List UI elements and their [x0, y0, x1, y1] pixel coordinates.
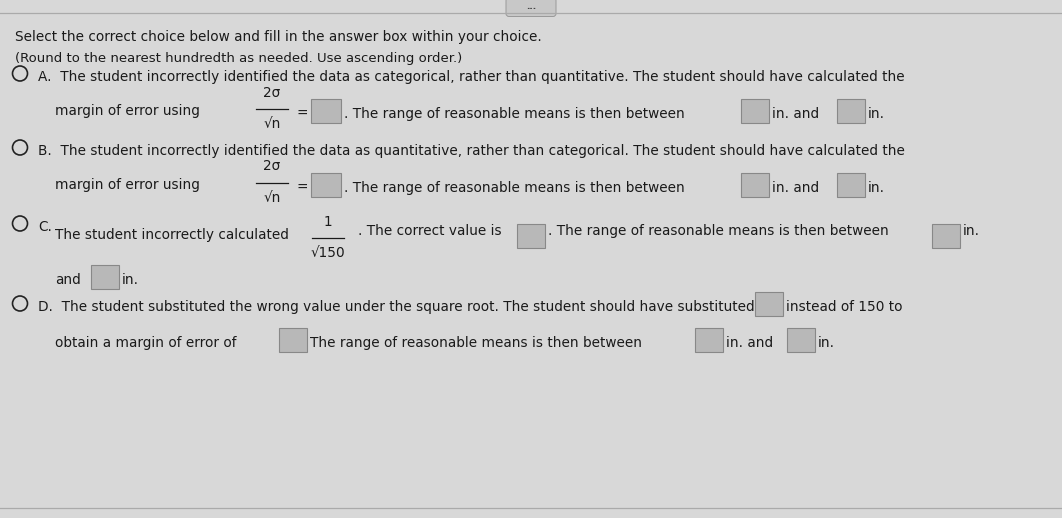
Text: . The range of reasonable means is then between: . The range of reasonable means is then … — [344, 181, 685, 195]
Text: √150: √150 — [311, 246, 345, 260]
Text: A.  The student incorrectly identified the data as categorical, rather than quan: A. The student incorrectly identified th… — [38, 70, 905, 84]
Text: The student incorrectly calculated: The student incorrectly calculated — [55, 228, 289, 242]
Text: in. and: in. and — [726, 336, 773, 350]
Text: 1: 1 — [324, 214, 332, 228]
Text: B.  The student incorrectly identified the data as quantitative, rather than cat: B. The student incorrectly identified th… — [38, 144, 905, 158]
FancyBboxPatch shape — [311, 173, 341, 197]
FancyBboxPatch shape — [932, 224, 960, 248]
FancyBboxPatch shape — [837, 173, 866, 197]
Text: =: = — [296, 181, 308, 195]
Text: . The range of reasonable means is then between: . The range of reasonable means is then … — [548, 224, 889, 238]
FancyBboxPatch shape — [279, 328, 307, 352]
FancyBboxPatch shape — [517, 224, 545, 248]
Text: ...: ... — [526, 3, 536, 11]
Text: in.: in. — [868, 107, 885, 121]
Text: D.  The student substituted the wrong value under the square root. The student s: D. The student substituted the wrong val… — [38, 300, 755, 314]
Text: margin of error using: margin of error using — [55, 104, 200, 118]
Text: The range of reasonable means is then between: The range of reasonable means is then be… — [310, 336, 643, 350]
Text: in.: in. — [868, 181, 885, 195]
Text: √n: √n — [263, 191, 280, 205]
FancyBboxPatch shape — [741, 173, 769, 197]
Text: . The correct value is: . The correct value is — [358, 224, 501, 238]
FancyBboxPatch shape — [741, 99, 769, 123]
Text: √n: √n — [263, 117, 280, 131]
Text: =: = — [296, 107, 308, 121]
Text: C.: C. — [38, 220, 52, 234]
Text: in. and: in. and — [772, 181, 819, 195]
Text: margin of error using: margin of error using — [55, 178, 200, 192]
Text: obtain a margin of error of: obtain a margin of error of — [55, 336, 237, 350]
Text: and: and — [55, 273, 81, 287]
FancyBboxPatch shape — [91, 265, 119, 289]
FancyBboxPatch shape — [695, 328, 723, 352]
Text: in.: in. — [963, 224, 980, 238]
FancyBboxPatch shape — [837, 99, 866, 123]
Text: instead of 150 to: instead of 150 to — [786, 300, 903, 314]
FancyBboxPatch shape — [506, 0, 556, 17]
Text: . The range of reasonable means is then between: . The range of reasonable means is then … — [344, 107, 685, 121]
Text: 2σ: 2σ — [263, 160, 280, 174]
FancyBboxPatch shape — [787, 328, 815, 352]
Text: in.: in. — [122, 273, 139, 287]
Text: 2σ: 2σ — [263, 85, 280, 99]
FancyBboxPatch shape — [311, 99, 341, 123]
Text: (Round to the nearest hundredth as needed. Use ascending order.): (Round to the nearest hundredth as neede… — [15, 52, 462, 65]
FancyBboxPatch shape — [755, 292, 783, 316]
Text: in.: in. — [818, 336, 835, 350]
Text: Select the correct choice below and fill in the answer box within your choice.: Select the correct choice below and fill… — [15, 30, 542, 44]
Text: in. and: in. and — [772, 107, 819, 121]
